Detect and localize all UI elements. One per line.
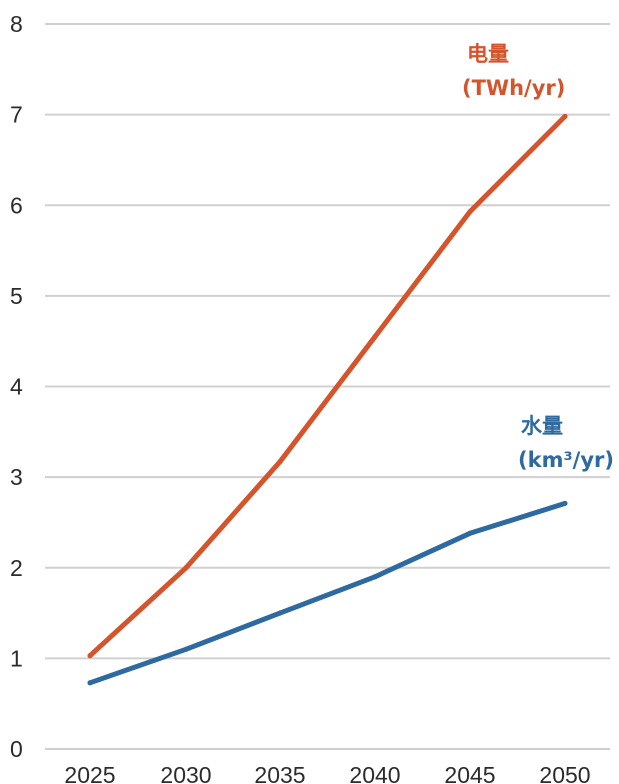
x-tick-label: 2040 bbox=[349, 762, 400, 784]
x-tick-label: 2025 bbox=[64, 762, 115, 784]
series-label-water-line2: (km³/yr) bbox=[518, 448, 614, 472]
series-layer bbox=[87, 113, 568, 686]
x-tick-label: 2050 bbox=[539, 762, 590, 784]
data-point bbox=[183, 646, 189, 652]
y-tick-label: 1 bbox=[10, 645, 23, 671]
x-tick-label: 2030 bbox=[160, 762, 211, 784]
y-axis: 0 1 2 3 4 5 6 7 8 bbox=[10, 11, 23, 762]
y-tick-label: 0 bbox=[10, 736, 23, 762]
data-point bbox=[372, 574, 378, 580]
series-label-electricity-line2: (TWh/yr) bbox=[462, 76, 565, 100]
series-line-0 bbox=[87, 113, 568, 659]
y-tick-label: 5 bbox=[10, 283, 23, 309]
y-tick-label: 8 bbox=[10, 11, 23, 37]
grid-layer bbox=[45, 23, 610, 750]
data-point bbox=[562, 113, 568, 119]
series-line-1 bbox=[87, 500, 568, 686]
series-label-water-line1: 水量 bbox=[521, 414, 563, 438]
data-point bbox=[467, 530, 473, 536]
y-tick-label: 7 bbox=[10, 102, 23, 128]
data-point bbox=[372, 334, 378, 340]
y-tick-label: 2 bbox=[10, 555, 23, 581]
data-point bbox=[277, 610, 283, 616]
x-axis: 2025 2030 2035 2040 2045 2050 bbox=[64, 762, 590, 784]
series-labels: 电量 (TWh/yr) 水量 (km³/yr) bbox=[462, 42, 614, 472]
y-tick-label: 6 bbox=[10, 192, 23, 218]
y-tick-label: 3 bbox=[10, 464, 23, 490]
y-tick-label: 4 bbox=[10, 374, 23, 400]
data-point bbox=[467, 209, 473, 215]
data-point bbox=[183, 565, 189, 571]
series-label-electricity-line1: 电量 bbox=[467, 42, 509, 66]
x-tick-label: 2035 bbox=[254, 762, 305, 784]
data-point bbox=[277, 459, 283, 465]
data-point bbox=[562, 500, 568, 506]
x-tick-label: 2045 bbox=[444, 762, 495, 784]
data-point bbox=[87, 653, 93, 659]
data-point bbox=[87, 680, 93, 686]
